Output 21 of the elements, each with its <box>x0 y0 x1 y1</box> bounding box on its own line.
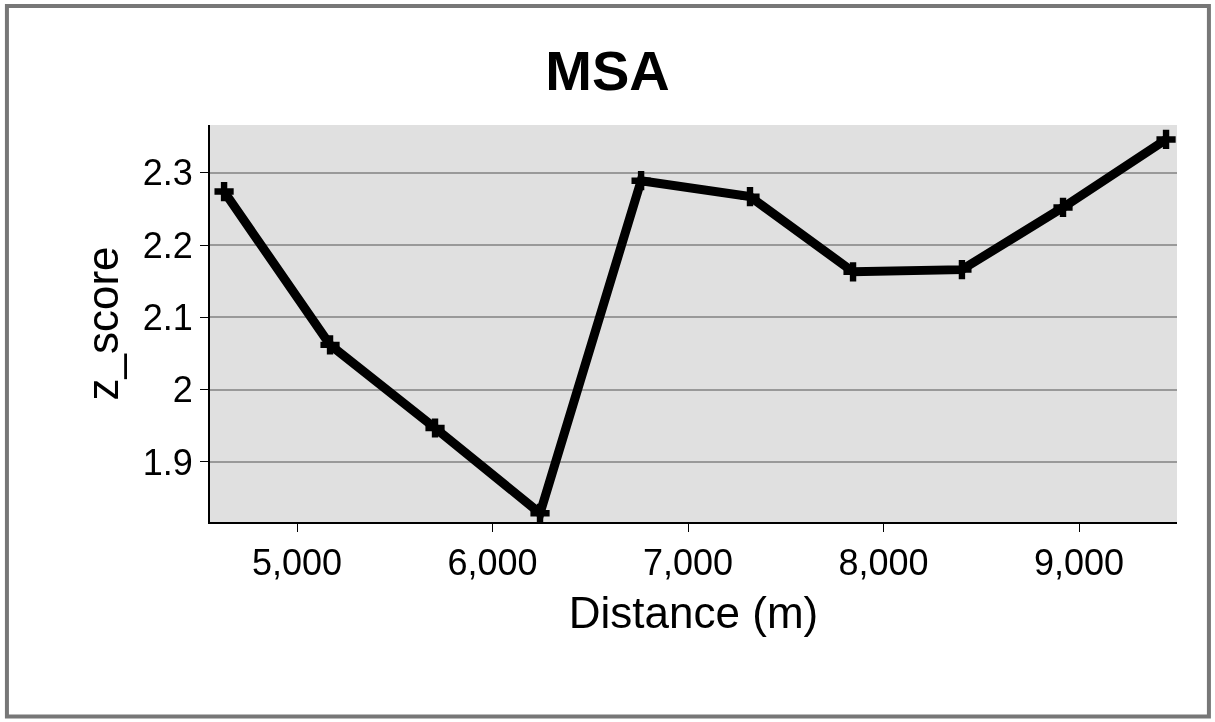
y-tick-label: 2.2 <box>142 224 193 266</box>
y-axis-title: z_score <box>78 246 128 401</box>
y-tick-label: 2 <box>172 369 193 411</box>
y-tick-label: 1.9 <box>142 441 193 483</box>
x-tick-label: 7,000 <box>642 542 734 584</box>
point <box>631 171 651 191</box>
point <box>740 186 760 207</box>
y-tick-label: 2.1 <box>142 296 193 338</box>
x-tick-label: 8,000 <box>838 542 929 584</box>
point <box>530 503 550 522</box>
x-tick-label: 9,000 <box>1034 542 1125 584</box>
x-tick-label: 6,000 <box>447 542 538 584</box>
point <box>1156 129 1176 150</box>
chart-title: MSA <box>545 38 670 102</box>
point <box>425 418 445 438</box>
point <box>1053 197 1073 218</box>
x-tick-label: 5,000 <box>251 542 343 584</box>
x-axis-title: Distance (m) <box>568 588 819 637</box>
point <box>214 181 234 202</box>
point <box>320 335 340 355</box>
y-tick-label: 2.3 <box>142 152 193 194</box>
